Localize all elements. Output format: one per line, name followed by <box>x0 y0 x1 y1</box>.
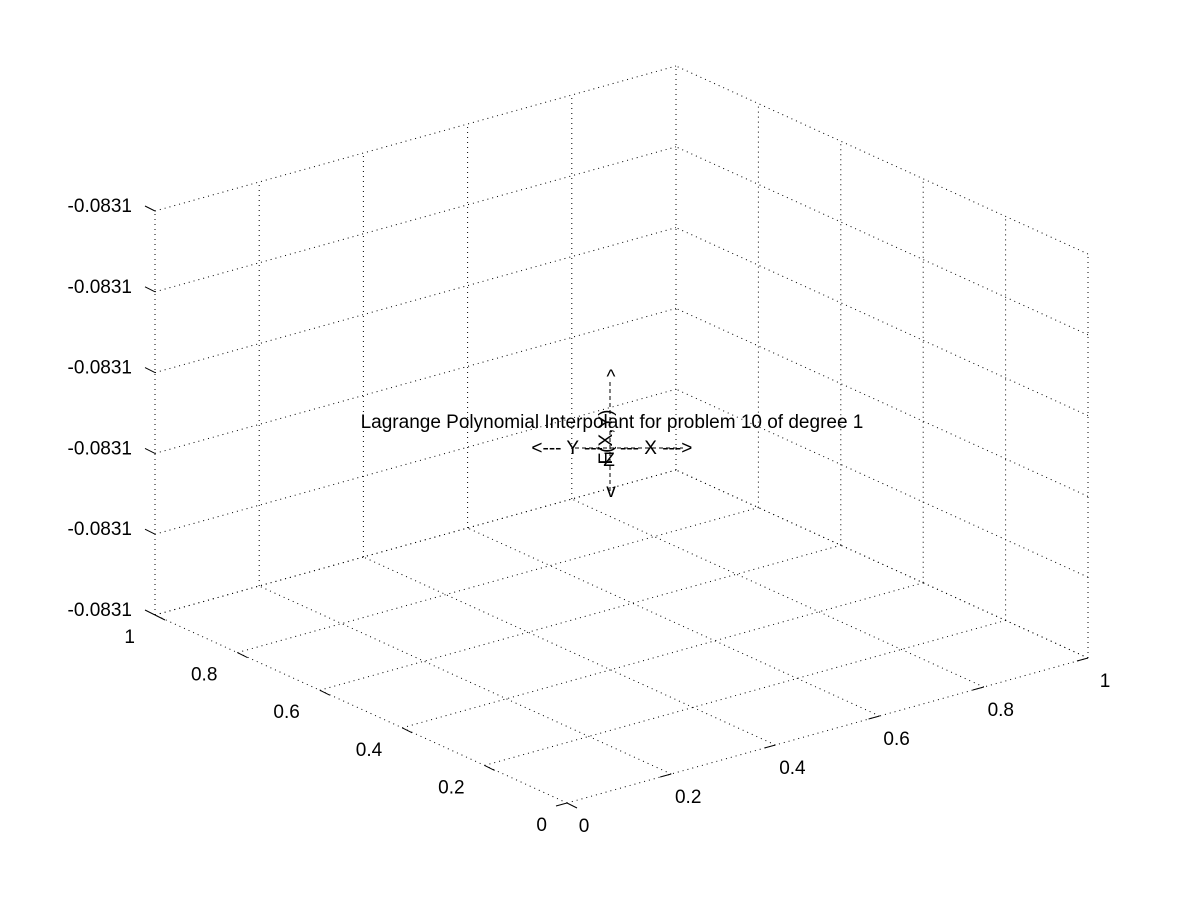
y-axis-tick-label: 0.8 <box>191 665 217 686</box>
chart-title: Lagrange Polynomial Interpolant for prob… <box>361 412 864 433</box>
y-axis-tick <box>566 802 578 809</box>
grid-layer <box>154 65 1089 804</box>
x-axis-tick-label: 0 <box>579 816 590 837</box>
floor-gridline-x <box>258 585 672 775</box>
z-axis-tick <box>144 286 156 293</box>
y-axis-tick-label: 1 <box>124 627 135 648</box>
x-axis-tick <box>972 686 984 691</box>
up-arrow-glyph: ^ <box>607 367 616 388</box>
floor-gridline-y <box>319 544 841 691</box>
x-axis-tick <box>1076 657 1089 662</box>
label-layer: 0 0.2 0.4 0.6 0.8 1 0 0.2 0.4 0.6 0.8 1 -0.0831 -0.08… <box>68 196 1111 837</box>
x-axis-tick-label: 0.4 <box>779 758 806 779</box>
axis-orientation-annotation: ^ v F(X,Y) Lagrange Polynomial Interpola… <box>361 367 864 502</box>
back-wall-gridline-horizontal <box>154 307 677 454</box>
x-axis-tick-label: 0.2 <box>675 787 701 808</box>
y-axis-tick <box>401 727 413 734</box>
z-axis-tick-label: -0.0831 <box>68 196 132 217</box>
z-axis-tick-label: -0.0831 <box>68 358 132 379</box>
floor-gridline-y <box>566 657 1089 804</box>
y-axis-tick <box>154 614 166 621</box>
x-direction-label: --- X ---> <box>620 438 692 459</box>
z-axis-tick-label: -0.0831 <box>68 438 132 459</box>
x-axis-tick-label: 0.8 <box>988 700 1014 721</box>
y-axis-tick <box>484 764 495 771</box>
x-axis-tick <box>660 773 672 778</box>
down-arrow-glyph: v <box>606 481 616 502</box>
y-axis-tick-label: 0 <box>536 815 547 836</box>
floor-gridline-y <box>402 582 924 729</box>
x-axis-tick-label: 0.6 <box>883 729 909 750</box>
side-wall-gridline-horizontal <box>675 227 1089 417</box>
floor-gridline-x <box>571 498 985 688</box>
y-axis-tick-label: 0.4 <box>356 740 383 761</box>
x-axis-tick <box>764 744 776 749</box>
y-axis-tick <box>319 689 331 696</box>
z-axis-tick <box>144 447 156 454</box>
z-axis-tick <box>144 528 156 535</box>
floor-gridline-x <box>154 614 568 804</box>
floor-gridline-x <box>467 527 880 717</box>
side-wall-gridline-horizontal <box>675 388 1089 578</box>
floor-gridline-x <box>363 556 776 746</box>
side-wall-gridline-horizontal <box>675 469 1089 659</box>
side-wall-gridline-horizontal <box>675 307 1089 497</box>
floor-gridline-y <box>484 619 1006 766</box>
z-direction-label: Z <box>603 450 615 471</box>
back-wall-gridline-horizontal <box>154 65 677 212</box>
y-axis-tick-label: 0.6 <box>273 702 299 723</box>
x-axis-tick-label: 1 <box>1100 671 1111 692</box>
z-axis-tick-label: -0.0831 <box>68 277 132 298</box>
z-axis-tick <box>144 609 156 616</box>
side-wall-gridline-horizontal <box>675 146 1089 336</box>
z-axis-tick <box>144 367 156 374</box>
z-axis-tick <box>144 205 156 212</box>
back-wall-gridline-horizontal <box>154 146 677 293</box>
x-axis-tick <box>555 802 568 807</box>
y-direction-label: <--- Y --- <box>531 438 603 459</box>
z-axis-tick-label: -0.0831 <box>68 519 132 540</box>
back-wall-gridline-horizontal <box>154 388 677 535</box>
z-axis-tick-label: -0.0831 <box>68 600 132 621</box>
back-wall-gridline-horizontal <box>154 469 677 616</box>
tick-layer <box>144 205 1089 809</box>
y-axis-tick <box>237 652 248 659</box>
f-xy-label: F(X,Y) <box>596 410 617 465</box>
x-axis-tick <box>868 715 880 720</box>
back-wall-gridline-horizontal <box>154 227 677 374</box>
side-wall-gridline-horizontal <box>675 65 1089 255</box>
y-axis-tick-label: 0.2 <box>438 777 464 798</box>
floor-gridline-y <box>237 507 759 654</box>
